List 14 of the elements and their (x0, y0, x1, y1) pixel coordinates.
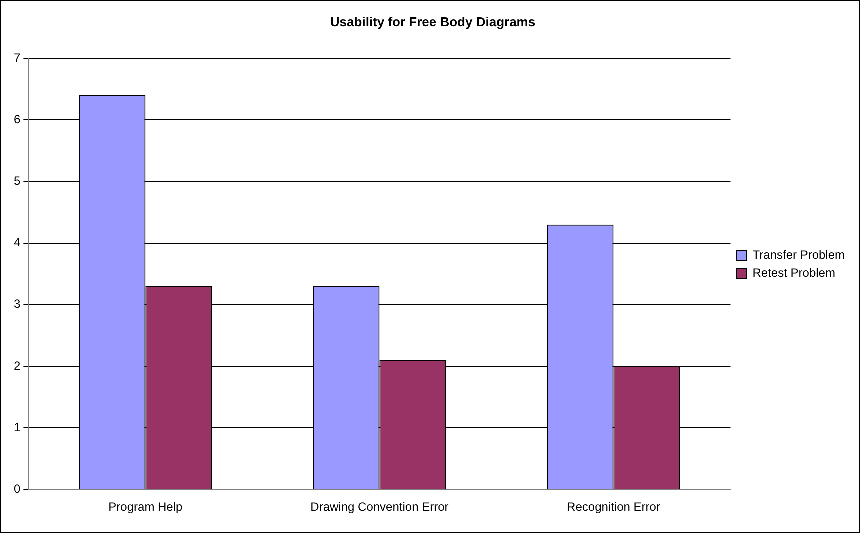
y-tick-label: 4 (14, 236, 21, 250)
y-tick-label: 5 (14, 174, 21, 188)
y-tick-label: 6 (14, 112, 21, 126)
chart-title: Usability for Free Body Diagrams (330, 14, 536, 30)
y-tick-label: 1 (14, 420, 21, 434)
y-tick-label: 0 (14, 482, 21, 496)
legend-label: Retest Problem (752, 266, 836, 280)
legend-label: Transfer Problem (752, 248, 846, 262)
x-tick-label: Program Help (108, 500, 184, 514)
y-tick-label: 3 (14, 297, 21, 312)
x-tick-label: Recognition Error (567, 500, 660, 514)
y-tick-label: 2 (14, 358, 21, 373)
y-tick-label: 7 (14, 50, 21, 65)
x-tick-label: Drawing Convention Error (310, 500, 449, 514)
